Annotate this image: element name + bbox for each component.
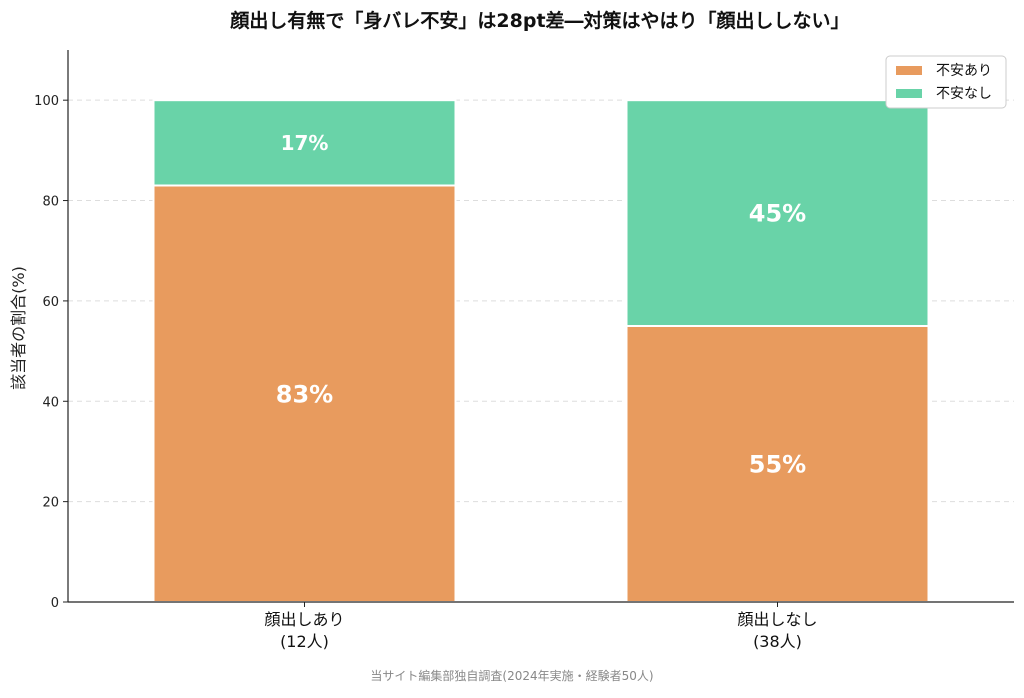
x-axis-categories: 顔出しあり (12人) 顔出しなし (38人) — [264, 602, 818, 651]
source-note: 当サイト編集部独自調査(2024年実施・経験者50人) — [370, 668, 653, 683]
x-category-label: 顔出しあり — [264, 610, 344, 629]
bar-segment — [152, 99, 457, 187]
x-category-sublabel: (12人) — [280, 632, 329, 651]
y-axis-label: 該当者の割合(%) — [9, 266, 28, 390]
bar-value-label: 45% — [749, 200, 806, 228]
y-tick-label: 100 — [34, 94, 59, 109]
bar-segment — [625, 99, 930, 327]
legend-swatch-anxious — [896, 66, 922, 75]
bar-value-label: 55% — [749, 451, 806, 479]
bar-value-label: 17% — [281, 131, 329, 155]
y-tick-label: 20 — [42, 496, 59, 511]
y-tick-label: 60 — [42, 295, 59, 310]
legend-swatch-not-anxious — [896, 89, 922, 98]
axes — [67, 50, 1014, 603]
legend: 不安あり 不安なし — [885, 55, 1007, 109]
y-tick-label: 80 — [42, 195, 59, 210]
legend-label-anxious: 不安あり — [936, 63, 992, 79]
bar-segment — [625, 325, 930, 603]
y-tick-label: 0 — [51, 596, 59, 611]
y-axis-ticks: 0 20 40 60 80 100 — [34, 94, 68, 611]
x-category-label: 顔出しなし — [737, 610, 817, 629]
x-category-sublabel: (38人) — [753, 632, 802, 651]
bars: 83% 17% 55% 45% — [152, 99, 930, 603]
legend-label-not-anxious: 不安なし — [936, 86, 992, 102]
bar-segment — [152, 184, 457, 603]
bar-value-label: 83% — [276, 380, 333, 408]
chart-title: 顔出し有無で「身バレ不安」は28pt差―対策はやはり「顔出ししない」 — [229, 9, 849, 32]
y-tick-label: 40 — [42, 395, 59, 410]
